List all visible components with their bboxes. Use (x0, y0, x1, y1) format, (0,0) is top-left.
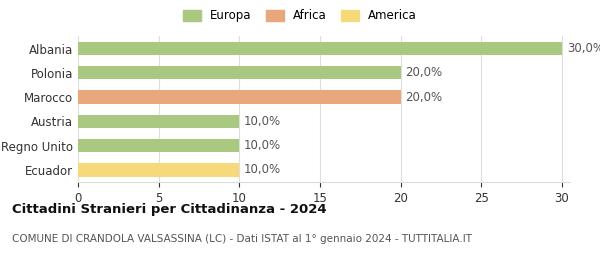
Text: 20,0%: 20,0% (406, 90, 443, 103)
Text: Cittadini Stranieri per Cittadinanza - 2024: Cittadini Stranieri per Cittadinanza - 2… (12, 203, 326, 216)
Text: 10,0%: 10,0% (244, 163, 281, 176)
Text: 10,0%: 10,0% (244, 139, 281, 152)
Text: COMUNE DI CRANDOLA VALSASSINA (LC) - Dati ISTAT al 1° gennaio 2024 - TUTTITALIA.: COMUNE DI CRANDOLA VALSASSINA (LC) - Dat… (12, 234, 472, 244)
Bar (78, 90, 401, 104)
Bar (78, 66, 401, 80)
Legend: Europa, Africa, America: Europa, Africa, America (179, 6, 421, 26)
Text: 30,0%: 30,0% (567, 42, 600, 55)
Bar (78, 115, 239, 128)
Text: 10,0%: 10,0% (244, 115, 281, 128)
Text: 20,0%: 20,0% (406, 66, 443, 79)
Bar (78, 42, 562, 55)
Bar (78, 139, 239, 152)
Bar (78, 163, 239, 177)
